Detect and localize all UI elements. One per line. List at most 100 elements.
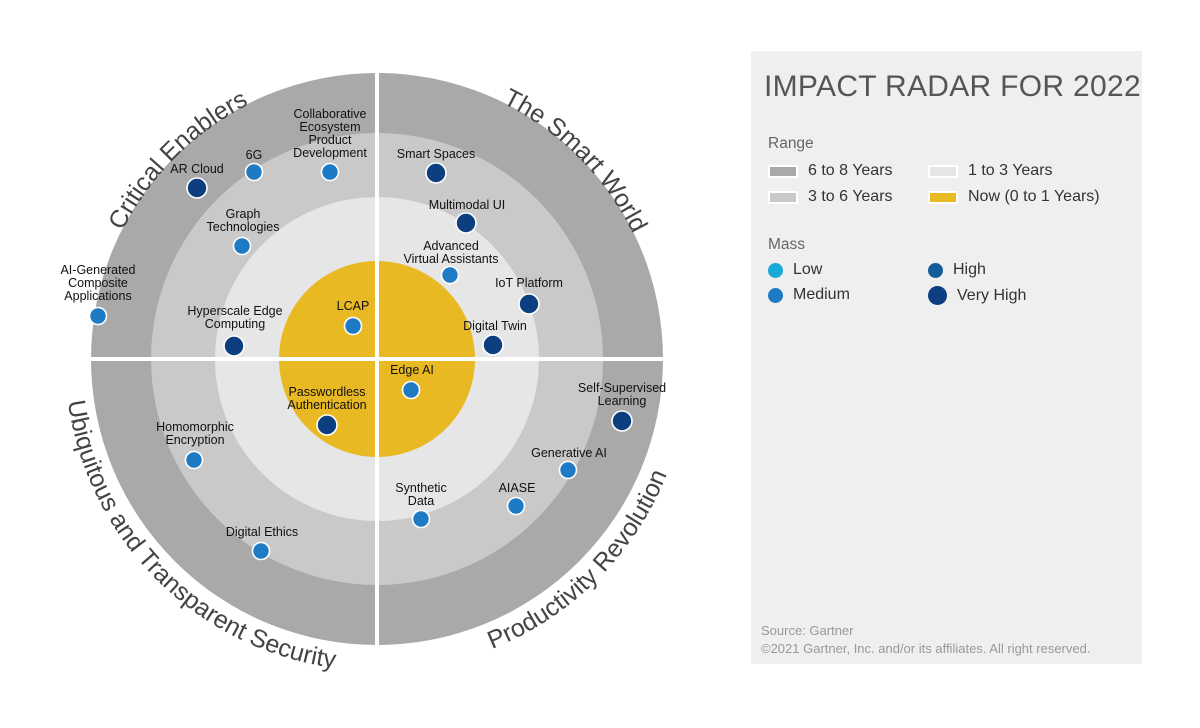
radar-item-label: Data xyxy=(408,494,434,508)
radar-item-label: Self-Supervised xyxy=(578,381,666,395)
radar-item-dot xyxy=(343,316,363,336)
range-item: 6 to 8 Years xyxy=(768,162,893,180)
range-item: 3 to 6 Years xyxy=(768,188,893,206)
range-item: Now (0 to 1 Years) xyxy=(928,188,1100,206)
radar-item-dot xyxy=(223,335,245,357)
radar-item-label: Hyperscale Edge xyxy=(187,304,282,318)
radar-item-dot xyxy=(401,380,421,400)
radar-item-label: Collaborative xyxy=(294,107,367,121)
radar-item-dot xyxy=(518,293,540,315)
radar-item-dot xyxy=(232,236,252,256)
radar-item-label: Digital Twin xyxy=(463,319,527,333)
radar-item: Digital Twin xyxy=(463,319,527,356)
radar-item-label: Encryption xyxy=(165,433,224,447)
mass-dot-very-high xyxy=(928,286,947,305)
mass-dot-low xyxy=(768,262,783,278)
radar-item-label: Computing xyxy=(205,317,265,331)
radar-item-dot xyxy=(455,212,477,234)
radar-item-label: Multimodal UI xyxy=(429,198,505,212)
radar-item: AR Cloud xyxy=(170,162,224,199)
legend-title: IMPACT RADAR FOR 2022 xyxy=(764,70,1141,103)
radar-item-label: AR Cloud xyxy=(170,162,224,176)
range-swatch xyxy=(768,190,798,204)
mass-item-label: Medium xyxy=(793,286,850,303)
radar-item-label: Technologies xyxy=(207,220,280,234)
range-item-label: 1 to 3 Years xyxy=(968,162,1053,179)
radar-item-dot xyxy=(186,177,208,199)
source-note: Source: Gartner ©2021 Gartner, Inc. and/… xyxy=(761,622,1090,658)
radar-item: Generative AI xyxy=(531,446,607,480)
radar-item-label: Development xyxy=(293,146,367,160)
radar-item-dot xyxy=(251,541,271,561)
range-section-title: Range xyxy=(768,135,814,152)
radar-item-dot xyxy=(320,162,340,182)
radar-item-dot xyxy=(425,162,447,184)
radar-item-label: Ecosystem xyxy=(299,120,360,134)
legend-panel: IMPACT RADAR FOR 2022 Range 6 to 8 Years… xyxy=(751,51,1142,664)
radar-item-label: AI-Generated xyxy=(60,263,135,277)
radar-item-dot xyxy=(184,450,204,470)
radar-item-dot xyxy=(506,496,526,516)
radar-item-label: Authentication xyxy=(287,398,366,412)
radar-item-label: Passwordless xyxy=(288,385,365,399)
radar-item-label: Digital Ethics xyxy=(226,525,298,539)
radar-item-label: Product xyxy=(308,133,352,147)
mass-item: High xyxy=(928,261,986,279)
radar-item: Digital Ethics xyxy=(226,525,298,561)
radar-item-dot xyxy=(244,162,264,182)
radar-item-dot xyxy=(316,414,338,436)
range-swatch xyxy=(928,164,958,178)
radar-item: AIASE xyxy=(499,481,535,516)
radar-item-label: Learning xyxy=(598,394,647,408)
radar-item-label: Virtual Assistants xyxy=(404,252,499,266)
radar-item-dot xyxy=(611,410,633,432)
radar-item-label: Graph xyxy=(226,207,261,221)
radar-item: LCAP xyxy=(337,299,370,336)
range-swatch xyxy=(928,190,958,204)
copyright-line: ©2021 Gartner, Inc. and/or its affiliate… xyxy=(761,641,1091,656)
radar-item-dot xyxy=(88,306,108,326)
radar-item-label: Generative AI xyxy=(531,446,607,460)
radar-item-label: Homomorphic xyxy=(156,420,234,434)
radar-item-dot xyxy=(482,334,504,356)
source-line: Source: Gartner xyxy=(761,623,854,638)
radar-item-dot xyxy=(558,460,578,480)
radar-items: CollaborativeEcosystemProductDevelopment… xyxy=(60,107,666,561)
radar-item-dot xyxy=(440,265,460,285)
radar-item-label: Composite xyxy=(68,276,128,290)
radar-item-dot xyxy=(411,509,431,529)
radar-item: Smart Spaces xyxy=(397,147,476,184)
radar-item-label: Synthetic xyxy=(395,481,446,495)
range-item: 1 to 3 Years xyxy=(928,162,1053,180)
mass-item-label: High xyxy=(953,261,986,278)
radar-item: Multimodal UI xyxy=(429,198,505,234)
radar-item-label: Advanced xyxy=(423,239,479,253)
range-item-label: 6 to 8 Years xyxy=(808,162,893,179)
mass-item-label: Very High xyxy=(957,286,1027,304)
radar-item-label: LCAP xyxy=(337,299,370,313)
radar-item-label: 6G xyxy=(246,148,263,162)
range-item-label: Now (0 to 1 Years) xyxy=(968,188,1100,205)
range-item-label: 3 to 6 Years xyxy=(808,188,893,205)
range-swatch xyxy=(768,164,798,178)
radar-item: Edge AI xyxy=(390,363,434,400)
radar-item: 6G xyxy=(244,148,264,182)
mass-item: Low xyxy=(768,261,822,279)
impact-radar: Critical Enablers The Smart World Ubiqui… xyxy=(60,73,673,675)
radar-item-label: IoT Platform xyxy=(495,276,563,290)
radar-item-label: Smart Spaces xyxy=(397,147,476,161)
radar-item-label: Edge AI xyxy=(390,363,434,377)
radar-item-label: Applications xyxy=(64,289,131,303)
radar-item: IoT Platform xyxy=(495,276,563,315)
mass-section-title: Mass xyxy=(768,236,806,253)
mass-item: Very High xyxy=(928,286,1026,305)
